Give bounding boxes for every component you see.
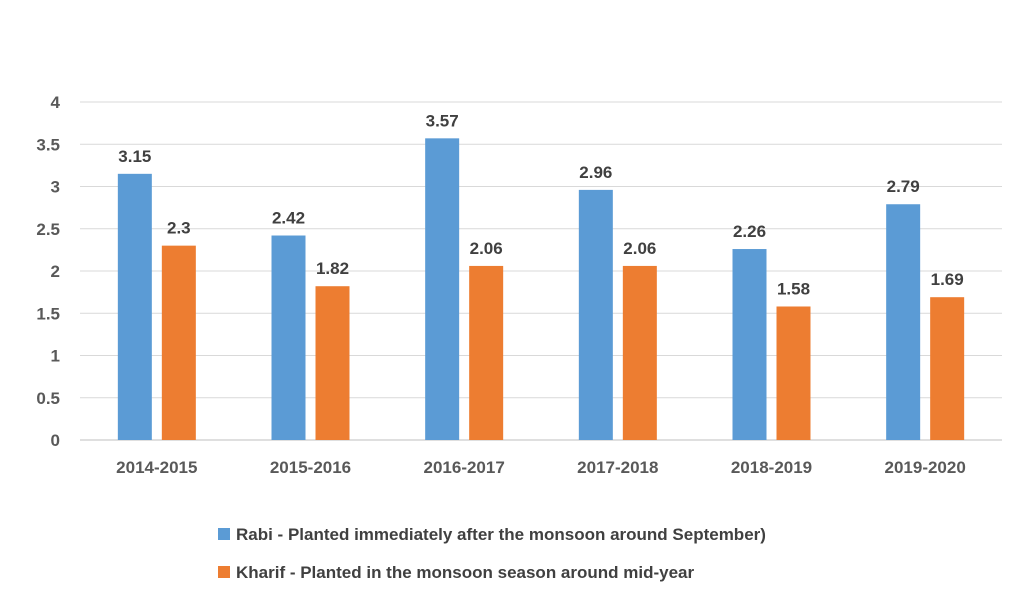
- bar-rabi: [425, 138, 460, 440]
- data-label-rabi: 2.79: [887, 177, 920, 196]
- legend-label: Kharif - Planted in the monsoon season a…: [236, 563, 695, 582]
- data-label-kharif: 1.69: [931, 270, 964, 289]
- data-label-kharif: 2.06: [470, 239, 503, 258]
- bar-rabi: [117, 173, 152, 440]
- legend-swatch: [218, 566, 230, 578]
- y-tick-label: 3.5: [36, 135, 60, 154]
- y-tick-label: 2: [51, 262, 60, 281]
- legend: Rabi - Planted immediately after the mon…: [218, 525, 766, 582]
- y-tick-label: 0.5: [36, 389, 60, 408]
- bar-kharif: [315, 286, 350, 440]
- data-label-rabi: 3.57: [426, 111, 459, 130]
- bar-kharif: [469, 265, 504, 440]
- y-tick-label: 1: [51, 347, 60, 366]
- y-tick-label: 2.5: [36, 220, 60, 239]
- bar-rabi: [732, 249, 767, 440]
- x-axis-ticks: 2014-2015 2015-2016 2016-2017 2017-2018 2018…: [116, 458, 966, 477]
- data-label-rabi: 2.96: [579, 163, 612, 182]
- data-label-rabi: 2.42: [272, 209, 305, 228]
- data-label-rabi: 3.15: [118, 147, 151, 166]
- data-label-rabi: 2.26: [733, 222, 766, 241]
- x-tick-label: 2014-2015: [116, 458, 197, 477]
- bar-rabi: [886, 204, 921, 440]
- bar-kharif: [776, 306, 811, 440]
- x-tick-label: 2017-2018: [577, 458, 658, 477]
- gridlines: [80, 101, 1002, 441]
- data-label-kharif: 1.82: [316, 259, 349, 278]
- y-tick-label: 1.5: [36, 304, 60, 323]
- data-label-kharif: 2.06: [623, 239, 656, 258]
- y-tick-label: 4: [51, 93, 61, 112]
- bars: [117, 138, 965, 440]
- bar-rabi: [271, 235, 306, 440]
- x-tick-label: 2019-2020: [885, 458, 966, 477]
- bar-kharif: [622, 265, 657, 440]
- y-tick-label: 0: [51, 431, 60, 450]
- bar-rabi: [578, 189, 613, 440]
- x-tick-label: 2016-2017: [424, 458, 505, 477]
- data-label-kharif: 2.3: [167, 219, 191, 238]
- y-tick-label: 3: [51, 178, 60, 197]
- bar-kharif: [161, 245, 196, 440]
- y-axis-ticks: 0 0.5 1 1.5 2 2.5 3 3.5 4: [36, 93, 60, 450]
- legend-label: Rabi - Planted immediately after the mon…: [236, 525, 766, 544]
- x-tick-label: 2015-2016: [270, 458, 351, 477]
- legend-swatch: [218, 528, 230, 540]
- bar-kharif: [930, 297, 965, 440]
- data-label-kharif: 1.58: [777, 279, 810, 298]
- data-labels: 3.15 2.3 2.42 1.82 3.57 2.06 2.96 2.06 2.26 1.58 2…: [118, 111, 963, 298]
- x-tick-label: 2018-2019: [731, 458, 812, 477]
